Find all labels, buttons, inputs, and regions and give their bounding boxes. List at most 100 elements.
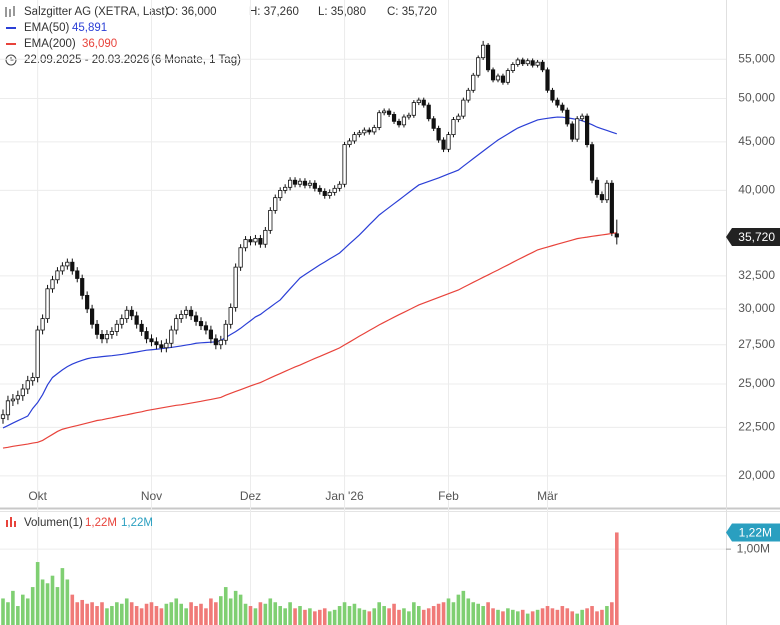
candle-body [382,110,387,114]
candle-body [520,59,525,65]
volume-bar [308,608,312,625]
y-tick-label: 22,500 [738,420,775,434]
volume-bar [253,608,258,625]
x-tick-label: Jan '26 [325,489,364,503]
legend-value: 36,090 [82,38,117,50]
candle-body [575,118,580,140]
volume-bar [50,575,55,625]
volume-bar [486,602,490,625]
volume-bar [16,606,20,625]
volume-bar [392,603,396,625]
volume-bar [30,587,35,625]
candle-body [471,74,476,91]
candle-body [134,315,139,325]
y-tick-label: 27,500 [738,337,775,351]
volume-bar [204,608,208,625]
candle-body [297,180,303,185]
candle-body [466,89,471,101]
volume-badge [726,523,780,542]
candle-body [90,308,95,325]
volume-bar [154,606,159,625]
volume-bar [446,598,451,625]
volume-bar [115,602,119,625]
candle-body [386,110,392,115]
candle-body [461,99,466,117]
volume-bar [516,611,520,625]
x-tick-label: Okt [28,489,47,503]
candle-body [337,183,342,189]
volume-bar [352,603,357,625]
x-tick-label: Dez [240,489,261,503]
candle-body [396,120,402,126]
candle-body [80,278,85,296]
candle-body [243,239,248,249]
candle-body [377,112,382,128]
candle-body [485,44,491,71]
candle-body [332,187,337,193]
candle-body [580,115,585,120]
candle-body [139,323,144,332]
volume-bar [496,609,500,625]
candle-body [248,239,253,243]
volume-bar [511,609,515,625]
candle-body [401,116,407,126]
volume-bar [139,608,144,625]
candle-body [70,261,75,272]
volume-bar [421,609,426,625]
candle-body [599,194,605,201]
volume-bar [268,598,273,625]
volume-bar [189,602,193,625]
candle-body [169,329,174,344]
volume-bar [214,602,218,625]
volume-bar [615,532,619,625]
candle-body [614,233,619,238]
volume-bar [520,609,525,625]
candle-body [10,398,15,402]
volume-bar [610,602,614,625]
volume-bar [233,590,238,625]
volume-bar [426,608,431,625]
volume-bar [476,603,480,625]
volume-bar [357,608,362,625]
volume-bar [327,611,332,625]
volume-bar [451,602,456,625]
volume-bar [337,606,342,625]
candle-body [40,318,45,331]
volume-bar [555,609,560,625]
volume-bar [75,602,80,625]
candle-body [535,61,540,66]
volume-bar [298,606,302,625]
candle-body [565,109,570,125]
volume-bar [228,598,233,625]
candle-body [188,309,194,317]
candle-body [164,342,169,349]
candle-body [218,339,223,346]
candle-body [372,127,377,133]
volume-bar [179,603,183,625]
volume-bar [441,602,446,625]
y-tick-label: 40,000 [738,183,775,197]
candle-body [159,344,164,349]
candle-body [35,329,40,378]
volume-icon [6,517,16,527]
volume-bar [80,599,84,625]
candle-body [446,134,451,150]
volume-bar [397,609,401,625]
volume-bar [367,611,372,625]
volume-bar [21,594,25,625]
volume-bar [565,608,570,625]
volume-bar [110,606,114,625]
volume-bar [342,602,347,625]
volume-bar [258,602,263,625]
candle-body [119,318,124,325]
volume-bar [436,603,441,625]
candle-body [104,333,110,340]
candle-body [179,314,184,320]
candle-body [198,321,204,327]
candle-body [149,338,154,343]
volume-bar [55,587,60,625]
candle-body [258,237,263,245]
volume-bar [248,606,253,625]
volume-bar [273,602,278,625]
